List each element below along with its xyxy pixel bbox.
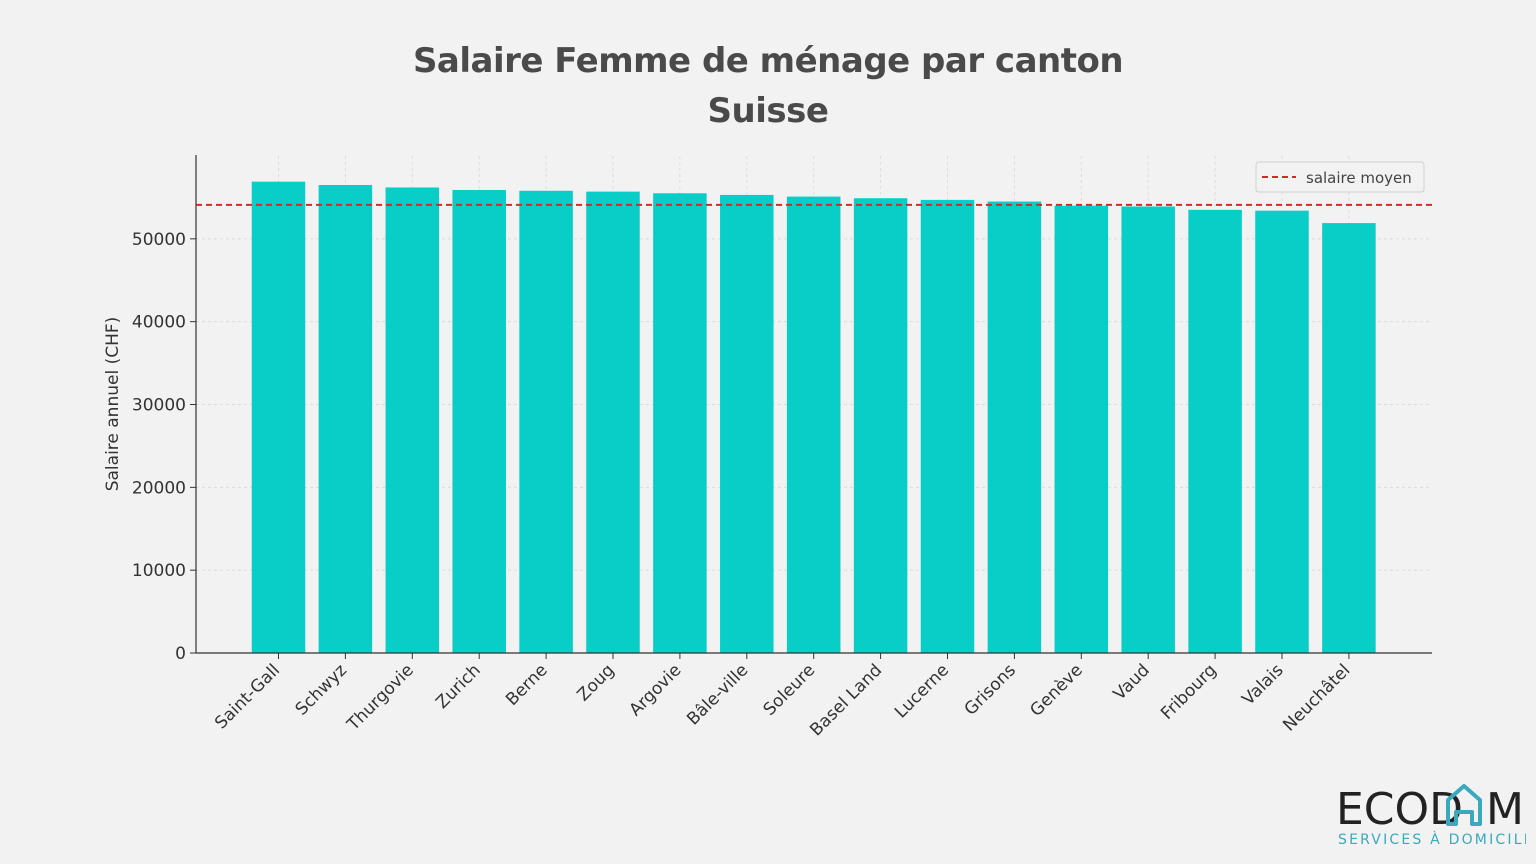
bar (251, 181, 306, 653)
legend-label: salaire moyen (1306, 169, 1412, 187)
bar (519, 190, 573, 654)
y-tick-labels: 0 10000 20000 30000 40000 50000 (132, 230, 196, 664)
x-tick-label: Vaud (1110, 660, 1154, 704)
x-tick-label: Genève (1026, 660, 1086, 720)
x-tick-label: Neuchâtel (1279, 660, 1354, 735)
svg-text:ECOD: ECOD (1336, 784, 1463, 835)
bar (1054, 205, 1109, 653)
bar (452, 189, 506, 653)
legend: salaire moyen (1255, 161, 1425, 193)
ecodom-logo: ECOD M SERVICES À DOMICILE (1336, 778, 1533, 850)
bar (1255, 210, 1309, 654)
bar (1322, 223, 1376, 653)
x-tick-label: Basel Land (806, 660, 886, 740)
x-tick-label: Berne (502, 660, 552, 710)
house-icon (1446, 784, 1482, 826)
x-tick-label: Argovie (625, 660, 685, 720)
x-tick-label: Grisons (961, 660, 1020, 719)
bar (318, 184, 373, 653)
x-tick-label: Schwyz (292, 660, 351, 719)
bar (653, 193, 707, 653)
bar (920, 199, 975, 653)
x-tick-label: Soleure (760, 660, 820, 720)
y-tick-label: 0 (175, 644, 186, 664)
bar (720, 194, 774, 653)
bar (1121, 206, 1175, 654)
bar (586, 191, 640, 653)
y-tick-label: 10000 (132, 561, 186, 581)
svg-text:M: M (1486, 784, 1524, 835)
chart-subtitle: Suisse (707, 91, 829, 131)
y-tick-label: 30000 (132, 396, 186, 416)
legend-box (1255, 161, 1425, 193)
y-tick-label: 50000 (132, 230, 186, 250)
x-tick-label: Zoug (574, 660, 619, 705)
x-tick-label: Thurgovie (343, 660, 418, 735)
bar (853, 198, 908, 653)
x-tick-label: Fribourg (1157, 660, 1220, 723)
x-tick-label: Zurich (432, 660, 485, 713)
x-tick-label: Bâle-ville (683, 660, 752, 729)
chart-title: Salaire Femme de ménage par canton (412, 41, 1124, 81)
x-tick-label: Valais (1238, 660, 1287, 709)
x-tick-label: Saint-Gall (211, 660, 284, 733)
y-tick-label: 40000 (132, 313, 186, 333)
bar (385, 187, 440, 653)
bar (1188, 209, 1242, 653)
y-tick-label: 20000 (132, 478, 186, 498)
bars (251, 181, 1376, 654)
x-tick-label: Lucerne (891, 660, 953, 722)
bar (786, 196, 841, 654)
logo-mark: ECOD M SERVICES À DOMICILE (1336, 784, 1533, 848)
bar (987, 201, 1042, 653)
y-axis-label: Salaire annuel (CHF) (103, 317, 123, 492)
logo-tagline: SERVICES À DOMICILE (1338, 831, 1526, 848)
